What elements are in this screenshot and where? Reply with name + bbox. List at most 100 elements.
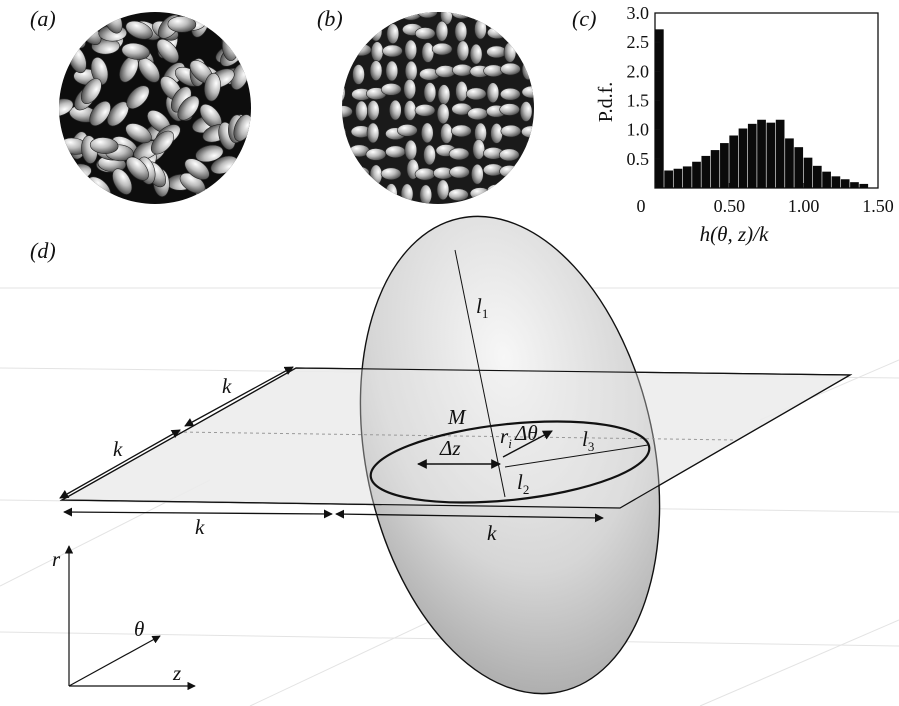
grain: [370, 41, 384, 62]
grain: [386, 23, 400, 44]
grain: [349, 166, 370, 180]
grain: [440, 123, 453, 144]
grain: [59, 182, 77, 204]
grain: [121, 42, 150, 60]
grain: [342, 82, 346, 103]
grain: [417, 12, 438, 19]
grain: [342, 182, 347, 204]
grain: [80, 78, 102, 104]
histogram-bar: [803, 157, 813, 188]
x-tick-label: 1.50: [862, 196, 894, 216]
k-arrow-bottom-left: [63, 507, 333, 519]
histogram-bar: [738, 128, 748, 188]
grain: [342, 124, 347, 146]
grain: [354, 24, 368, 45]
grain: [125, 20, 153, 40]
grain: [471, 12, 485, 22]
grain: [366, 122, 380, 144]
grain: [369, 20, 383, 42]
grain: [500, 62, 521, 76]
histogram-chart: 0.51.01.52.02.53.0 0 0.50 1.00 1.50 P.d.f. …: [595, 3, 894, 246]
packing-image-a: [59, 12, 251, 204]
k-arrow-left: [59, 429, 181, 499]
grain: [404, 39, 418, 61]
label-dtheta: Δθ: [514, 421, 538, 445]
grain: [499, 87, 521, 101]
grain: [456, 40, 470, 62]
grain: [389, 99, 402, 121]
histogram-bar: [692, 161, 701, 188]
label-axis-theta: θ: [134, 617, 144, 641]
label-k-bottom-right: k: [487, 521, 497, 545]
grain: [521, 18, 534, 40]
grain: [125, 123, 152, 144]
label-ri: ri: [500, 424, 512, 451]
histogram-bar: [729, 135, 739, 188]
grain: [90, 57, 109, 86]
histogram-bar: [812, 165, 822, 188]
grain: [465, 87, 487, 101]
grain: [351, 186, 373, 199]
grain: [436, 179, 450, 201]
grain: [365, 148, 387, 161]
grain: [419, 184, 433, 204]
grain: [524, 12, 534, 25]
grain: [498, 148, 520, 162]
grain: [486, 184, 508, 197]
grain: [59, 12, 77, 30]
k-arrow-bottom-right: [335, 509, 604, 523]
histogram-bar: [794, 147, 804, 188]
x-axis-title: h(θ, z)/k: [700, 222, 769, 246]
panel-label-c: (c): [572, 6, 596, 31]
grain: [204, 72, 221, 102]
grain: [351, 12, 365, 26]
grain: [431, 42, 453, 56]
grain: [150, 130, 175, 155]
y-tick-label: 1.5: [627, 91, 650, 111]
label-l2: l2: [517, 470, 529, 497]
grain: [369, 60, 383, 81]
grain: [423, 82, 437, 103]
grain: [486, 45, 507, 59]
y-tick-label: 0.5: [627, 149, 650, 169]
grain: [521, 125, 534, 139]
axis-l3: [504, 444, 649, 468]
grain: [89, 100, 111, 127]
grain: [500, 124, 522, 138]
histogram-bar: [775, 119, 785, 188]
label-M: M: [447, 405, 467, 429]
grain: [519, 101, 533, 122]
grain: [414, 103, 436, 117]
grain: [500, 12, 522, 17]
label-axis-r: r: [52, 547, 61, 571]
grain: [487, 26, 508, 40]
grain: [224, 12, 249, 29]
grain: [350, 43, 372, 57]
grain: [156, 38, 180, 64]
cross-section-ellipse: [369, 420, 651, 504]
y-tick-label: 1.0: [627, 120, 650, 140]
grain: [382, 44, 403, 58]
grain: [452, 63, 473, 77]
grain: [499, 165, 520, 178]
grain: [448, 147, 470, 161]
grain: [520, 184, 534, 204]
histogram-bar: [673, 168, 683, 188]
grain: [519, 163, 534, 177]
y-axis-title: P.d.f.: [595, 82, 617, 123]
axis-theta-line: [68, 635, 161, 687]
grain: [226, 178, 249, 204]
grain: [521, 85, 534, 99]
grain: [384, 183, 398, 204]
histogram-bar: [747, 123, 757, 188]
grain: [507, 21, 521, 43]
y-tick-label: 3.0: [627, 3, 650, 23]
grain: [423, 144, 436, 166]
grain: [112, 168, 133, 195]
grain: [385, 145, 406, 159]
grain: [414, 27, 436, 40]
grain: [486, 82, 500, 104]
grain: [126, 85, 150, 110]
x-tick-label: 0: [637, 196, 646, 216]
grain: [381, 12, 402, 22]
